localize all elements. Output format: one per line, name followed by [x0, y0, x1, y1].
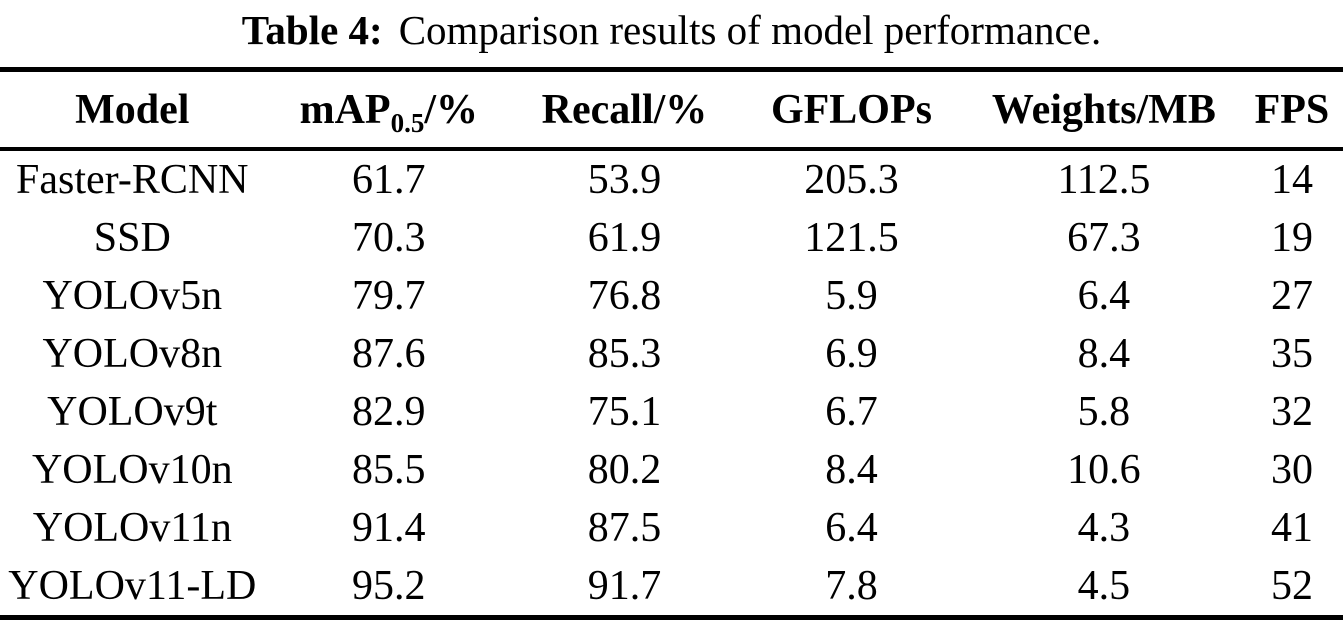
- cell-weights: 5.8: [1077, 389, 1131, 435]
- cell-gflops: 5.9: [825, 273, 878, 319]
- cell-fps: 32: [1270, 389, 1313, 435]
- cell-model: YOLOv11n: [32, 505, 232, 551]
- table-caption-text: Comparison results of model performance.: [398, 7, 1102, 53]
- cell-model: YOLOv11-LD: [8, 563, 257, 609]
- cell-map: 85.5: [352, 447, 426, 493]
- header-recall: Recall/%: [513, 69, 736, 151]
- cell-fps: 27: [1270, 273, 1313, 319]
- cell-recall: 87.5: [587, 505, 662, 551]
- table-caption: Table 4: Comparison results of model perf…: [0, 0, 1343, 52]
- cell-map: 70.3: [352, 215, 426, 261]
- cell-map: 79.7: [352, 273, 426, 319]
- header-map-suffix: /%: [424, 86, 478, 133]
- cell-recall: 91.7: [587, 563, 662, 609]
- header-gflops: GFLOPs: [735, 69, 967, 151]
- cell-gflops: 6.7: [825, 389, 878, 435]
- table-row: YOLOv11-LD 95.2 91.7 7.8 4.5 52: [0, 557, 1343, 618]
- header-fps: FPS: [1240, 69, 1343, 151]
- cell-map: 91.4: [352, 505, 426, 551]
- cell-weights: 8.4: [1077, 331, 1131, 377]
- cell-recall: 76.8: [587, 273, 662, 319]
- cell-fps: 30: [1270, 447, 1313, 493]
- cell-weights: 112.5: [1057, 157, 1151, 203]
- header-weights: Weights/MB: [966, 69, 1241, 151]
- cell-model: Faster-RCNN: [16, 157, 249, 203]
- results-table: Model mAP0.5/% Recall/% GFLOPs Weights/M…: [0, 67, 1343, 620]
- cell-model: YOLOv10n: [31, 447, 233, 493]
- cell-recall: 80.2: [587, 447, 662, 493]
- cell-recall: 75.1: [587, 389, 662, 435]
- cell-gflops: 6.9: [825, 331, 878, 377]
- cell-gflops: 121.5: [804, 215, 899, 261]
- cell-model: SSD: [93, 215, 171, 261]
- cell-weights: 6.4: [1077, 273, 1131, 319]
- cell-weights: 67.3: [1067, 215, 1141, 261]
- cell-weights: 10.6: [1067, 447, 1141, 493]
- cell-map: 95.2: [352, 563, 426, 609]
- cell-recall: 61.9: [587, 215, 662, 261]
- cell-map: 87.6: [352, 331, 426, 377]
- header-map-base: mAP: [299, 86, 391, 133]
- table-row: YOLOv8n 87.6 85.3 6.9 8.4 35: [0, 325, 1343, 383]
- cell-fps: 52: [1270, 563, 1313, 609]
- header-row: Model mAP0.5/% Recall/% GFLOPs Weights/M…: [0, 69, 1343, 151]
- cell-weights: 4.3: [1077, 505, 1131, 551]
- table-caption-label: Table 4:: [241, 7, 383, 53]
- header-map: mAP0.5/%: [264, 69, 514, 151]
- cell-fps: 14: [1270, 157, 1313, 203]
- cell-gflops: 7.8: [825, 563, 878, 609]
- cell-model: YOLOv9t: [47, 389, 218, 435]
- cell-gflops: 6.4: [825, 505, 878, 551]
- cell-gflops: 205.3: [804, 157, 899, 203]
- table-row: SSD 70.3 61.9 121.5 67.3 19: [0, 209, 1343, 267]
- table-row: Faster-RCNN 61.7 53.9 205.3 112.5 14: [0, 149, 1343, 209]
- cell-fps: 19: [1270, 215, 1313, 261]
- cell-recall: 85.3: [587, 331, 662, 377]
- cell-map: 82.9: [352, 389, 426, 435]
- cell-weights: 4.5: [1077, 563, 1131, 609]
- cell-model: YOLOv8n: [42, 331, 223, 377]
- cell-map: 61.7: [352, 157, 426, 203]
- header-model: Model: [0, 69, 265, 151]
- table-row: YOLOv10n 85.5 80.2 8.4 10.6 30: [0, 441, 1343, 499]
- table-row: YOLOv11n 91.4 87.5 6.4 4.3 41: [0, 499, 1343, 557]
- cell-recall: 53.9: [587, 157, 662, 203]
- cell-fps: 35: [1270, 331, 1313, 377]
- header-map-subscript: 0.5: [390, 107, 425, 138]
- cell-gflops: 8.4: [825, 447, 878, 493]
- cell-fps: 41: [1270, 505, 1313, 551]
- table-row: YOLOv9t 82.9 75.1 6.7 5.8 32: [0, 383, 1343, 441]
- table-row: YOLOv5n 79.7 76.8 5.9 6.4 27: [0, 267, 1343, 325]
- cell-model: YOLOv5n: [42, 273, 223, 319]
